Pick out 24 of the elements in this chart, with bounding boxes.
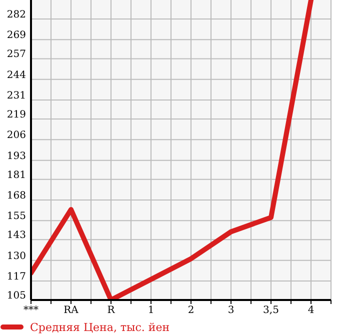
y-tick-label: 130 (6, 250, 26, 262)
x-tick-label: RA (64, 305, 80, 316)
y-tick-label: 282 (6, 10, 26, 21)
y-tick-label: 257 (6, 49, 26, 60)
x-tick-label: 3,5 (263, 305, 279, 316)
y-tick-label: 269 (6, 30, 26, 42)
y-tick-label: 168 (6, 190, 26, 202)
y-tick-label: 155 (6, 211, 26, 222)
y-tick-label: 117 (6, 271, 26, 282)
x-tick-label: 4 (308, 305, 314, 316)
x-tick-label: 3 (228, 305, 234, 316)
y-tick-label: 244 (6, 70, 26, 81)
x-tick-label: 1 (148, 305, 154, 316)
x-tick-label: 2 (188, 305, 194, 316)
y-tick-label: 181 (6, 170, 26, 181)
y-tick-label: 105 (6, 290, 26, 302)
x-tick-label: *** (24, 305, 38, 316)
y-tick-label: 143 (6, 230, 26, 242)
legend-label: Средняя Цена, тыс. йен (30, 321, 170, 334)
y-tick-label: 206 (6, 130, 26, 142)
y-tick-label: 219 (6, 110, 26, 121)
x-tick-label: R (107, 305, 116, 316)
y-tick-label: 193 (6, 150, 26, 162)
y-tick-label: 231 (6, 90, 26, 102)
